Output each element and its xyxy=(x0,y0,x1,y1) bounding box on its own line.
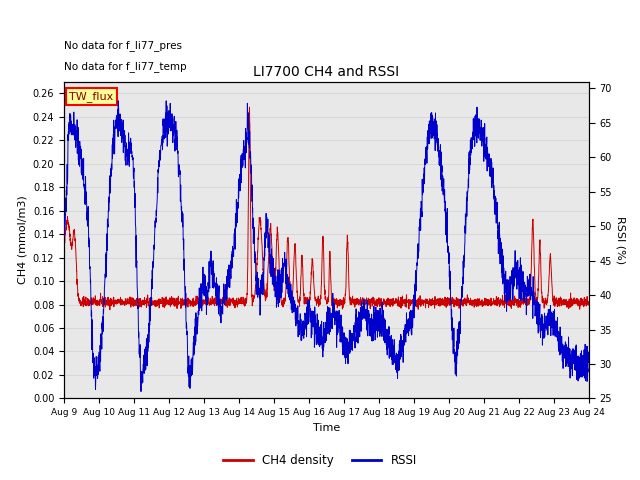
Y-axis label: CH4 (mmol/m3): CH4 (mmol/m3) xyxy=(17,196,27,284)
Legend: CH4 density, RSSI: CH4 density, RSSI xyxy=(218,449,422,472)
Y-axis label: RSSI (%): RSSI (%) xyxy=(616,216,626,264)
X-axis label: Time: Time xyxy=(313,423,340,432)
Text: No data for f_li77_temp: No data for f_li77_temp xyxy=(64,61,187,72)
Text: No data for f_li77_pres: No data for f_li77_pres xyxy=(64,40,182,51)
Title: LI7700 CH4 and RSSI: LI7700 CH4 and RSSI xyxy=(253,65,399,79)
Text: TW_flux: TW_flux xyxy=(69,91,113,102)
